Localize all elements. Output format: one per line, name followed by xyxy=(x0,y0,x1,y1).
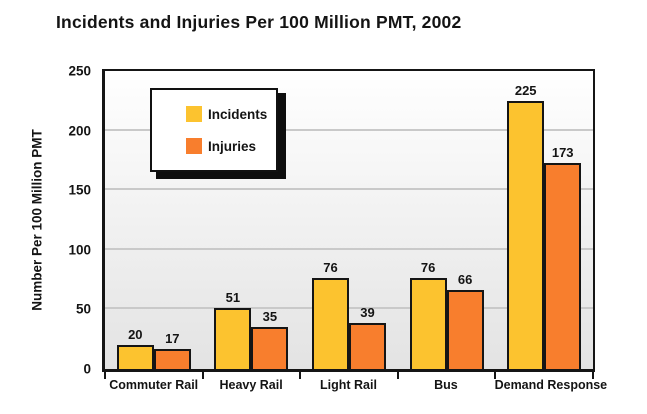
bar-value-label: 51 xyxy=(225,290,241,306)
y-tick-label-0: 0 xyxy=(83,361,91,377)
bar-value-label: 66 xyxy=(457,272,473,288)
bar-incidents-3: 76 xyxy=(409,260,447,369)
x-axis-tick xyxy=(396,372,399,379)
x-axis-tick xyxy=(104,372,106,379)
x-axis-tick xyxy=(201,372,204,379)
category-label-1: Heavy Rail xyxy=(219,378,283,392)
y-axis-tick-labels: 0 50 100 150 200 250 xyxy=(55,64,97,377)
bar-value-label: 17 xyxy=(165,330,180,346)
bar-incidents-4: 225 xyxy=(507,83,545,369)
bar-group-4: 225 173 xyxy=(495,71,593,369)
y-tick-label-150: 150 xyxy=(68,182,91,198)
bar-injuries-1: 35 xyxy=(251,309,289,369)
legend-item-injuries: Injuries xyxy=(186,138,276,154)
gridline-y-100 xyxy=(105,247,593,250)
y-axis-title: Number Per 100 Million PMT xyxy=(29,129,45,311)
bar-group-3: 76 66 xyxy=(398,71,496,369)
plot-area: 20 17 51 35 76 39 76 66 225 173 xyxy=(102,69,595,379)
bar-injuries-4: 173 xyxy=(544,145,582,369)
bar-injuries-3: 66 xyxy=(446,272,484,369)
category-label-3: Bus xyxy=(434,378,458,392)
gridline-y-200 xyxy=(105,128,593,131)
bar-incidents-0: 20 xyxy=(116,327,154,369)
bar-incidents-1: 51 xyxy=(214,290,252,369)
bar-value-label: 39 xyxy=(360,304,375,320)
legend-swatch-injuries xyxy=(186,138,202,154)
bar-group-2: 76 39 xyxy=(300,71,398,369)
legend-item-incidents: Incidents xyxy=(186,106,276,122)
chart-title: Incidents and Injuries Per 100 Million P… xyxy=(56,12,462,32)
bar-value-label: 225 xyxy=(514,82,537,98)
bar-value-label: 173 xyxy=(551,144,574,160)
category-label-0: Commuter Rail xyxy=(109,378,199,392)
gridline-y-50 xyxy=(105,307,593,310)
category-label-2: Light Rail xyxy=(320,378,377,392)
legend-swatch-incidents xyxy=(186,106,202,122)
legend-label: Incidents xyxy=(208,106,268,122)
x-axis-tick xyxy=(494,372,497,379)
x-axis-tick xyxy=(299,372,302,379)
x-axis-category-labels: Commuter Rail Heavy Rail Light Rail Bus Dema… xyxy=(105,378,608,396)
y-tick-label-50: 50 xyxy=(75,301,91,317)
legend: Incidents Injuries xyxy=(150,88,278,172)
bar-injuries-2: 39 xyxy=(348,305,386,369)
y-tick-label-250: 250 xyxy=(68,63,91,79)
legend-label: Injuries xyxy=(208,138,257,154)
bar-injuries-0: 17 xyxy=(153,331,191,369)
x-axis-tick xyxy=(592,372,594,379)
y-tick-label-200: 200 xyxy=(68,123,91,139)
bar-group-0: 20 17 xyxy=(105,71,203,369)
bar-incidents-2: 76 xyxy=(311,260,349,369)
category-label-4: Demand Response xyxy=(494,378,608,392)
y-tick-label-100: 100 xyxy=(68,242,91,258)
bar-group-1: 51 35 xyxy=(203,71,301,369)
bar-value-label: 76 xyxy=(420,260,436,276)
bar-value-label: 35 xyxy=(262,309,278,325)
bar-value-label: 76 xyxy=(323,260,338,276)
bar-value-label: 20 xyxy=(128,327,143,343)
gridline-y-150 xyxy=(105,188,593,191)
